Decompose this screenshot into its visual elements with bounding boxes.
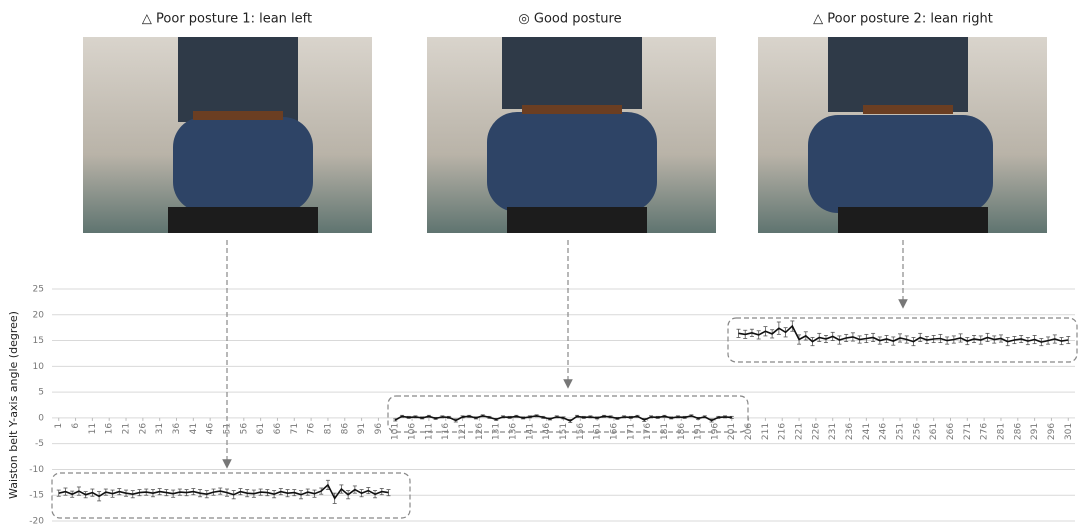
x-tick-label: 281 <box>996 423 1006 440</box>
x-tick-label: 21 <box>122 423 132 434</box>
x-tick-label: 276 <box>980 423 990 440</box>
x-tick-label: 91 <box>357 423 367 434</box>
x-tick-label: 206 <box>744 423 754 440</box>
x-tick-label: 116 <box>441 423 451 440</box>
y-axis-title: Waiston belt Y-axis angle (degree) <box>7 311 20 499</box>
x-tick-label: 301 <box>1064 423 1074 440</box>
x-tick-label: 286 <box>1013 423 1023 440</box>
x-tick-label: 86 <box>340 423 350 435</box>
photo-left <box>83 37 372 233</box>
x-tick-label: 211 <box>761 423 771 440</box>
figure: △ Poor posture 1: lean left ◎ Good postu… <box>0 0 1079 525</box>
x-tick-label: 1 <box>54 423 64 429</box>
x-tick-label: 261 <box>929 423 939 440</box>
page: {"panels": [ {"caption": "△ Poor posture… <box>0 0 1079 525</box>
x-tick-label: 46 <box>206 423 216 435</box>
series-line <box>739 326 1069 342</box>
y-tick-label: 20 <box>33 310 45 320</box>
x-tick-label: 146 <box>542 423 552 440</box>
x-tick-label: 31 <box>155 423 165 434</box>
x-tick-label: 6 <box>71 423 81 429</box>
x-tick-label: 221 <box>795 423 805 440</box>
y-tick-label: -15 <box>29 491 44 501</box>
x-tick-label: 61 <box>256 423 266 434</box>
y-tick-label: 15 <box>33 336 44 346</box>
y-tick-label: -5 <box>35 439 44 449</box>
x-tick-label: 216 <box>778 423 788 440</box>
x-tick-label: 71 <box>290 423 300 434</box>
x-tick-label: 76 <box>307 423 317 435</box>
series-line <box>59 485 389 498</box>
x-tick-label: 256 <box>912 423 922 440</box>
annotations <box>52 240 1077 518</box>
y-tick-label: 25 <box>33 285 44 295</box>
x-tick-label: 126 <box>475 423 485 440</box>
x-tick-label: 291 <box>1030 423 1040 440</box>
y-tick-label: -10 <box>29 465 44 475</box>
photos <box>83 37 1047 233</box>
caption: △ Poor posture 2: lean right <box>813 12 993 27</box>
x-tick-label: 271 <box>963 423 973 440</box>
x-tick-label: 16 <box>105 423 115 435</box>
x-tick-label: 66 <box>273 423 283 435</box>
x-tick-label: 251 <box>896 423 906 440</box>
x-tick-label: 166 <box>609 423 619 440</box>
x-tick-label: 196 <box>710 423 720 440</box>
x-tick-label: 236 <box>845 423 855 440</box>
x-tick-label: 106 <box>408 423 418 440</box>
x-tick-label: 296 <box>1047 423 1057 440</box>
photo-center <box>427 37 716 233</box>
photo-right <box>758 37 1047 233</box>
x-tick-label: 26 <box>138 423 148 435</box>
y-tick-label: -20 <box>29 517 44 526</box>
x-tick-label: 36 <box>172 423 182 435</box>
caption: △ Poor posture 1: lean left <box>142 12 312 27</box>
x-tick-label: 11 <box>88 423 98 434</box>
x-tick-label: 176 <box>643 423 653 440</box>
y-tick-label: 5 <box>38 388 44 398</box>
y-tick-label: 0 <box>38 413 44 423</box>
x-tick-label: 266 <box>946 423 956 440</box>
x-tick-label: 246 <box>879 423 889 440</box>
x-tick-label: 241 <box>862 423 872 440</box>
x-tick-label: 226 <box>811 423 821 440</box>
x-tick-label: 186 <box>677 423 687 440</box>
x-tick-label: 96 <box>374 423 384 435</box>
x-tick-label: 81 <box>323 423 333 434</box>
y-tick-label: 10 <box>33 362 45 372</box>
x-tick-label: 231 <box>828 423 838 440</box>
x-tick-label: 56 <box>239 423 249 435</box>
x-tick-label: 136 <box>509 423 519 440</box>
x-tick-label: 156 <box>576 423 586 440</box>
caption: ◎ Good posture <box>518 12 621 27</box>
x-tick-label: 41 <box>189 423 199 434</box>
